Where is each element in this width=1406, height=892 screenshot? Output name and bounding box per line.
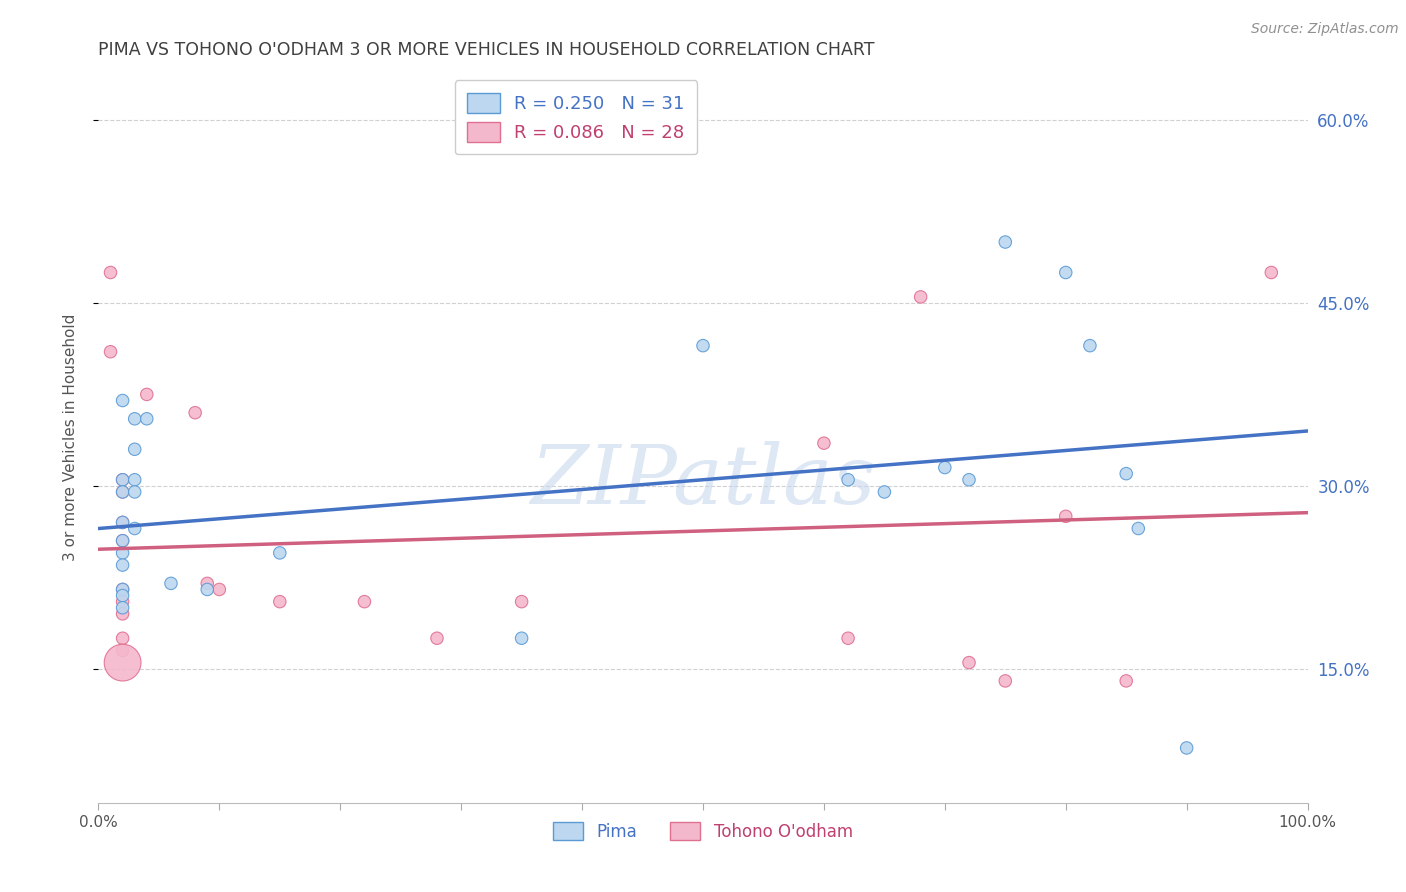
Point	[135, 412, 157, 426]
Point	[100, 344, 122, 359]
Point	[1115, 467, 1137, 481]
Point	[208, 582, 231, 597]
Point	[426, 632, 449, 646]
Point	[111, 393, 134, 408]
Point	[111, 473, 134, 487]
Point	[1054, 509, 1077, 524]
Point	[111, 582, 134, 597]
Point	[111, 643, 134, 657]
Point	[994, 235, 1017, 249]
Point	[124, 442, 146, 457]
Point	[111, 589, 134, 603]
Point	[1128, 521, 1150, 535]
Point	[957, 656, 980, 670]
Point	[124, 521, 146, 535]
Point	[135, 387, 157, 401]
Point	[124, 412, 146, 426]
Y-axis label: 3 or more Vehicles in Household: 3 or more Vehicles in Household	[63, 313, 77, 561]
Point	[195, 576, 218, 591]
Point	[111, 533, 134, 548]
Point	[111, 533, 134, 548]
Point	[184, 406, 207, 420]
Text: Source: ZipAtlas.com: Source: ZipAtlas.com	[1251, 22, 1399, 37]
Point	[195, 582, 218, 597]
Point	[269, 546, 291, 560]
Point	[124, 485, 146, 500]
Point	[910, 290, 932, 304]
Point	[100, 266, 122, 280]
Text: PIMA VS TOHONO O'ODHAM 3 OR MORE VEHICLES IN HOUSEHOLD CORRELATION CHART: PIMA VS TOHONO O'ODHAM 3 OR MORE VEHICLE…	[98, 41, 875, 59]
Point	[111, 632, 134, 646]
Point	[111, 558, 134, 573]
Point	[124, 473, 146, 487]
Point	[1175, 740, 1198, 755]
Point	[111, 516, 134, 530]
Point	[837, 473, 859, 487]
Point	[1054, 266, 1077, 280]
Point	[160, 576, 183, 591]
Point	[934, 460, 956, 475]
Point	[873, 485, 896, 500]
Point	[957, 473, 980, 487]
Point	[111, 516, 134, 530]
Point	[111, 594, 134, 608]
Point	[111, 485, 134, 500]
Point	[111, 473, 134, 487]
Point	[837, 632, 859, 646]
Point	[813, 436, 835, 450]
Point	[510, 594, 533, 608]
Point	[111, 546, 134, 560]
Point	[269, 594, 291, 608]
Point	[111, 582, 134, 597]
Point	[111, 607, 134, 621]
Legend: Pima, Tohono O'odham: Pima, Tohono O'odham	[544, 814, 862, 849]
Point	[692, 338, 714, 352]
Point	[111, 485, 134, 500]
Point	[1078, 338, 1101, 352]
Text: ZIPatlas: ZIPatlas	[530, 441, 876, 521]
Point	[510, 632, 533, 646]
Point	[111, 656, 134, 670]
Point	[994, 673, 1017, 688]
Point	[1115, 673, 1137, 688]
Point	[353, 594, 375, 608]
Point	[111, 600, 134, 615]
Point	[1260, 266, 1282, 280]
